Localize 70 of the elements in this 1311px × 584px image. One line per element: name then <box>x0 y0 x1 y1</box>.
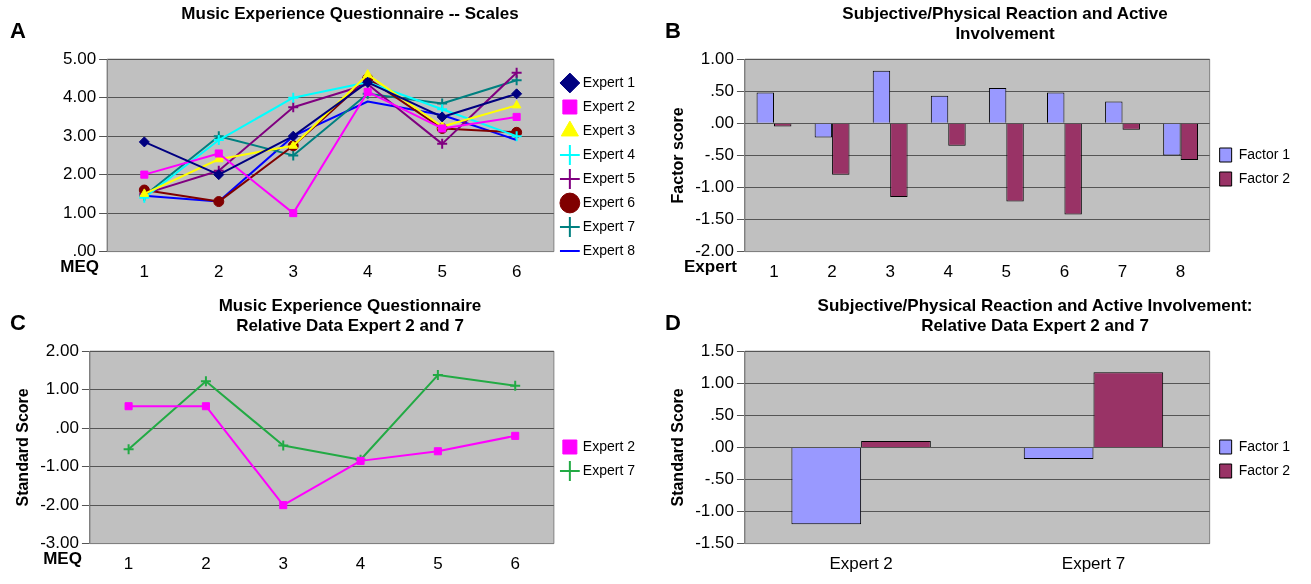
y-tick-label: .00 <box>55 417 79 437</box>
x-tick-label: 3 <box>288 262 298 282</box>
y-tick-label: 1.00 <box>700 372 734 392</box>
legend-label: Expert 7 <box>582 217 636 234</box>
y-axis-title: Standard Score <box>14 388 32 507</box>
y-tick-label: -1.50 <box>695 533 734 553</box>
x-tick-label: 6 <box>510 554 520 574</box>
legend-label: Expert 2 <box>582 437 636 454</box>
x-tick-label: Expert 2 <box>829 554 893 574</box>
y-axis-title: Standard Score <box>669 388 687 507</box>
legend-label: Factor 2 <box>1238 461 1291 478</box>
x-tick-label: 6 <box>1059 262 1070 282</box>
x-tick-label: 3 <box>278 554 288 574</box>
x-tick-label: 1 <box>139 262 150 282</box>
y-tick-label: -.50 <box>704 145 734 165</box>
legend-label: Expert 6 <box>582 193 636 210</box>
x-tick-label: 4 <box>362 262 373 282</box>
x-tick-label: 4 <box>355 554 366 574</box>
chart-title: Music Experience Questionnaire Relative Data Expert 2 and 7 <box>217 296 483 336</box>
x-tick-label: 5 <box>437 262 447 282</box>
y-tick-label: .00 <box>710 437 734 457</box>
legend-label: Expert 1 <box>582 73 636 90</box>
y-tick-label: 2.00 <box>62 164 97 184</box>
x-tick-label: 4 <box>943 262 953 282</box>
legend-label: Expert 2 <box>582 97 636 114</box>
x-tick-label: 5 <box>433 554 443 574</box>
y-tick-label: 2.00 <box>45 340 79 360</box>
y-tick-label: 5.00 <box>62 48 97 68</box>
legend-label: Factor 1 <box>1238 145 1291 162</box>
x-tick-label: 6 <box>511 262 522 282</box>
legend-label: Expert 7 <box>582 461 636 478</box>
text: C <box>10 310 26 336</box>
y-tick-label: 1.50 <box>700 340 734 360</box>
x-tick-label: 3 <box>885 262 895 282</box>
x-tick-label: 7 <box>1117 262 1128 282</box>
text: A <box>10 18 26 44</box>
y-tick-label: -1.00 <box>40 456 79 476</box>
legend-label: Expert 3 <box>582 121 636 138</box>
text: B <box>665 18 681 44</box>
y-tick-label: -1.00 <box>695 177 734 197</box>
y-tick-label: 1.00 <box>62 202 97 222</box>
x-tick-label: Expert 7 <box>1061 554 1126 574</box>
y-tick-label: -.50 <box>704 469 734 489</box>
x-tick-label: 5 <box>1001 262 1012 282</box>
legend-label: Factor 2 <box>1238 169 1291 186</box>
y-tick-label: -1.50 <box>695 209 734 229</box>
y-tick-label: .00 <box>710 113 734 133</box>
chart-title: Subjective/Physical Reaction and Active Involvement <box>841 4 1169 44</box>
x-tick-label: 1 <box>769 262 779 282</box>
y-tick-label: -2.00 <box>40 494 79 514</box>
y-tick-label: .50 <box>710 405 734 425</box>
y-axis-title: Factor score <box>669 107 687 204</box>
y-tick-label: 4.00 <box>62 87 97 107</box>
y-tick-label: 1.00 <box>45 379 79 399</box>
chart-title: Subjective/Physical Reaction and Active Involvement: Relative Data Expert 2 and 7 <box>816 296 1254 336</box>
chart-title: Music Experience Questionnaire -- Scales <box>180 4 520 24</box>
y-tick-label: -1.00 <box>695 501 734 521</box>
x-tick-label: 2 <box>201 554 211 574</box>
x-tick-label: 8 <box>1175 262 1186 282</box>
legend-label: Factor 1 <box>1238 437 1291 454</box>
y-tick-label: .50 <box>710 80 734 100</box>
legend-label: Expert 8 <box>582 241 636 258</box>
x-tick-label: 1 <box>123 554 134 574</box>
y-tick-label: 1.00 <box>700 48 734 68</box>
legend-label: Expert 4 <box>582 145 636 162</box>
x-tick-label: 2 <box>827 262 837 282</box>
text: D <box>665 310 681 336</box>
x-tick-label: 2 <box>214 262 224 282</box>
y-tick-label: 3.00 <box>62 125 97 145</box>
legend-label: Expert 5 <box>582 169 636 186</box>
